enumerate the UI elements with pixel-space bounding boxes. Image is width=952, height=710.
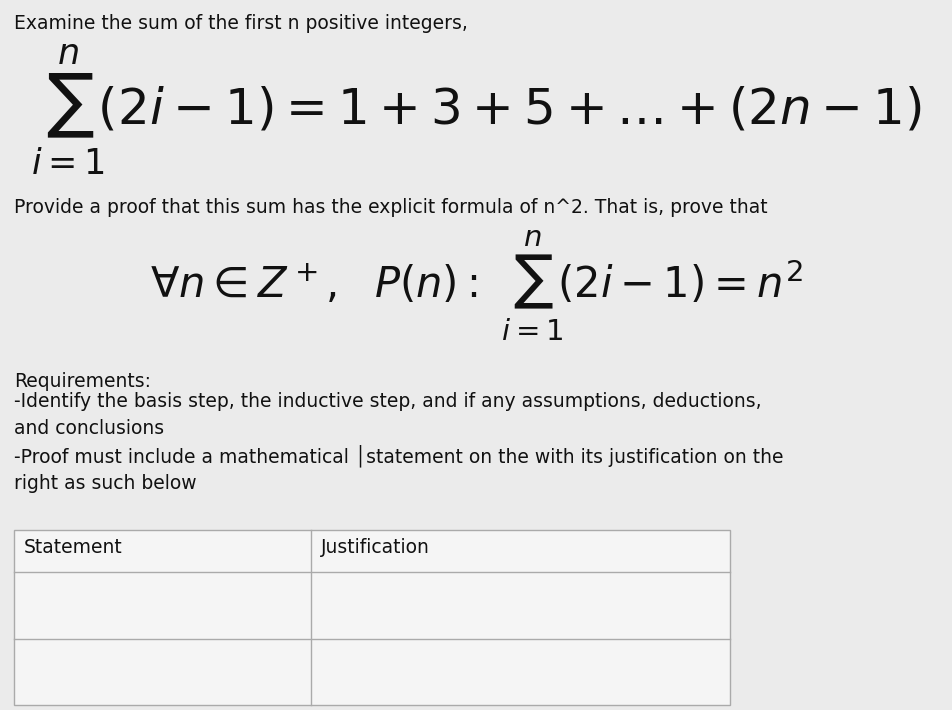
Text: Provide a proof that this sum has the explicit formula of n^2. That is, prove th: Provide a proof that this sum has the ex… bbox=[14, 198, 767, 217]
Text: Statement: Statement bbox=[24, 538, 123, 557]
Text: $\forall n\in Z^+,\ \ P(n){:}\ \sum_{i=1}^{n}\!(2i-1)=n^2$: $\forall n\in Z^+,\ \ P(n){:}\ \sum_{i=1… bbox=[149, 228, 803, 342]
Text: Requirements:: Requirements: bbox=[14, 372, 151, 391]
Text: Justification: Justification bbox=[321, 538, 430, 557]
Text: $\sum_{i=1}^{n}\!(2i-1)=1+3+5+\ldots+(2n-1)$: $\sum_{i=1}^{n}\!(2i-1)=1+3+5+\ldots+(2n… bbox=[30, 42, 922, 177]
Text: Examine the sum of the first n positive integers,: Examine the sum of the first n positive … bbox=[14, 14, 467, 33]
Bar bbox=[14, 530, 730, 705]
Text: -Identify the basis step, the inductive step, and if any assumptions, deductions: -Identify the basis step, the inductive … bbox=[14, 392, 762, 437]
Text: -Proof must include a mathematical │statement on the with its justification on t: -Proof must include a mathematical │stat… bbox=[14, 444, 783, 493]
Bar bbox=[14, 530, 730, 705]
